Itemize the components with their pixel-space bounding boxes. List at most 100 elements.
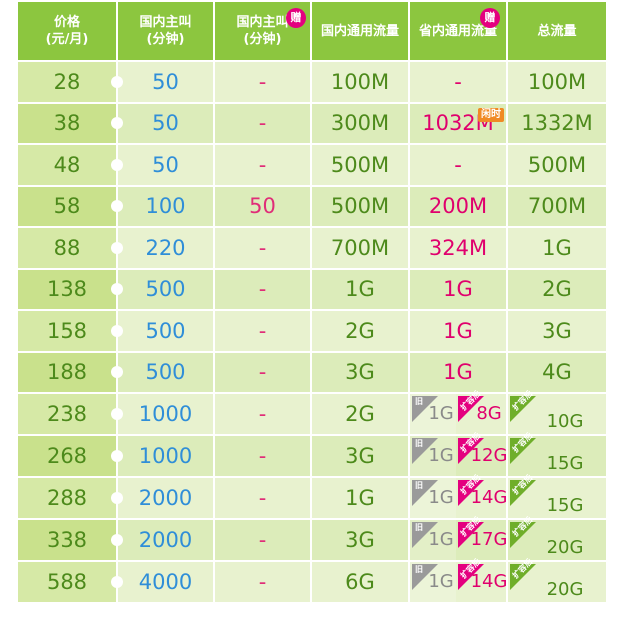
total-data-cell: 4G bbox=[506, 350, 608, 394]
old-provincial-box: 旧 1G bbox=[410, 436, 457, 476]
expanded-corner-icon bbox=[458, 522, 485, 548]
new-provincial-value: 14G bbox=[470, 571, 508, 592]
total-data-cell: 扩容后 10G bbox=[506, 389, 608, 436]
provincial-data-cell: 旧 1G 扩容后 14G bbox=[408, 473, 508, 520]
national-data-cell: 3G bbox=[310, 350, 410, 394]
provincial-data-cell: 旧 1G 扩容后 17G bbox=[408, 515, 508, 562]
national-data-cell: 3G bbox=[310, 434, 410, 478]
header-row: 价格 (元/月) 国内主叫 (分钟) 赠 国内主叫 (分钟) 国内通用流量 赠 … bbox=[16, 0, 608, 62]
provincial-value: 1G bbox=[443, 360, 473, 385]
header-line: (分钟) bbox=[146, 32, 185, 47]
bonus-minutes-cell: - bbox=[213, 101, 312, 145]
new-provincial-value: 8G bbox=[476, 403, 502, 424]
header-line: 国内主叫 bbox=[236, 15, 289, 30]
bonus-minutes-cell: - bbox=[213, 143, 312, 187]
header-provincial-data: 赠 省内通用流量 bbox=[408, 0, 508, 62]
total-data-cell: 扩容后 15G bbox=[506, 473, 608, 520]
price-cell: 588 bbox=[16, 560, 124, 604]
national-data-cell: 3G bbox=[310, 518, 410, 562]
bonus-minutes-cell: - bbox=[213, 226, 312, 270]
new-total-value: 10G bbox=[546, 411, 584, 432]
old-label: 旧 bbox=[415, 397, 423, 406]
table-row: 28 50-100M -100M bbox=[16, 60, 608, 104]
minutes-cell: 50 bbox=[116, 60, 215, 104]
provincial-value: 1G bbox=[443, 318, 473, 343]
old-provincial-value: 1G bbox=[428, 571, 454, 592]
price-cell: 288 bbox=[16, 476, 124, 520]
bonus-minutes-cell: - bbox=[213, 560, 312, 604]
idle-time-tag: 闲时 bbox=[478, 107, 504, 122]
table-row: 88 220-700M 324M 1G bbox=[16, 226, 608, 270]
minutes-cell: 100 bbox=[116, 184, 215, 228]
national-data-cell: 500M bbox=[310, 184, 410, 228]
bonus-minutes-cell: 50 bbox=[213, 184, 312, 228]
total-data-cell: 扩容后 20G bbox=[506, 515, 608, 562]
header-line: (分钟) bbox=[243, 32, 282, 47]
price-cell: 268 bbox=[16, 434, 124, 478]
new-provincial-value: 12G bbox=[470, 445, 508, 466]
expanded-corner-icon bbox=[510, 480, 536, 506]
national-data-cell: 1G bbox=[310, 267, 410, 311]
national-data-cell: 2G bbox=[310, 392, 410, 436]
new-provincial-box: 扩容后 17G bbox=[456, 515, 508, 560]
header-total-data: 总流量 bbox=[506, 0, 608, 62]
old-provincial-value: 1G bbox=[428, 529, 454, 550]
new-provincial-box: 扩容后 14G bbox=[456, 557, 508, 602]
minutes-cell: 2000 bbox=[116, 518, 215, 562]
provincial-split: 旧 1G 扩容后 14G bbox=[410, 473, 507, 518]
old-corner-icon bbox=[412, 396, 438, 422]
price-cell: 238 bbox=[16, 392, 124, 436]
national-data-cell: 500M bbox=[310, 143, 410, 187]
table-row: 338 2000-3G 旧 1G 扩容后 17G 扩容后 20G bbox=[16, 515, 608, 562]
bonus-minutes-cell: - bbox=[213, 476, 312, 520]
bonus-minutes-cell: - bbox=[213, 267, 312, 311]
old-corner-icon bbox=[412, 564, 438, 590]
provincial-data-cell: 1G bbox=[408, 267, 508, 311]
header-line: 省内通用流量 bbox=[418, 23, 497, 39]
provincial-value: - bbox=[454, 152, 462, 177]
old-corner-icon bbox=[412, 480, 438, 506]
total-data-cell: 3G bbox=[506, 309, 608, 353]
national-data-cell: 2G bbox=[310, 309, 410, 353]
bonus-minutes-cell: - bbox=[213, 392, 312, 436]
expanded-corner-icon bbox=[510, 522, 536, 548]
provincial-data-cell: 324M bbox=[408, 226, 508, 270]
provincial-data-cell: - bbox=[408, 143, 508, 187]
table-row: 38 50-300M 1032M 闲时 1332M bbox=[16, 101, 608, 145]
header-line: (元/月) bbox=[45, 32, 89, 47]
old-provincial-box: 旧 1G bbox=[410, 394, 457, 434]
minutes-cell: 2000 bbox=[116, 476, 215, 520]
header-line: 国内主叫 bbox=[139, 15, 192, 30]
price-cell: 48 bbox=[16, 143, 124, 187]
provincial-value: 1G bbox=[443, 277, 473, 302]
new-provincial-box: 扩容后 12G bbox=[456, 431, 508, 476]
provincial-split: 旧 1G 扩容后 14G bbox=[410, 557, 508, 602]
bonus-minutes-cell: - bbox=[213, 518, 312, 562]
provincial-value: - bbox=[454, 69, 462, 94]
table-row: 238 1000-2G 旧 1G 扩容后 8G 扩容后 10G bbox=[16, 389, 608, 436]
new-total-value: 15G bbox=[546, 495, 584, 516]
table-row: 268 1000-3G 旧 1G 扩容后 12G 扩容后 15G bbox=[16, 431, 608, 478]
new-total-value: 20G bbox=[546, 537, 584, 558]
minutes-cell: 220 bbox=[116, 226, 215, 270]
expanded-corner-icon bbox=[458, 480, 485, 506]
bonus-minutes-cell: - bbox=[213, 60, 312, 104]
price-cell: 28 bbox=[16, 60, 124, 104]
plan-body: 28 50-100M -100M 38 50-300M 1032M 闲时 1332M 48 50-… bbox=[16, 60, 608, 604]
provincial-value: 200M bbox=[428, 194, 488, 219]
minutes-cell: 500 bbox=[116, 309, 215, 353]
total-data-cell: 扩容后 20G bbox=[506, 557, 608, 604]
national-data-cell: 1G bbox=[310, 476, 410, 520]
expanded-corner-icon bbox=[510, 396, 536, 422]
total-data-cell: 扩容后 15G bbox=[506, 431, 608, 478]
table-row: 188 500-3G 1G 4G bbox=[16, 350, 608, 394]
provincial-split: 旧 1G 扩容后 12G bbox=[410, 431, 508, 476]
national-data-cell: 100M bbox=[310, 60, 410, 104]
national-data-cell: 300M bbox=[310, 101, 410, 145]
price-cell: 58 bbox=[16, 184, 124, 228]
price-cell: 88 bbox=[16, 226, 124, 270]
table-row: 48 50-500M -500M bbox=[16, 143, 608, 187]
expanded-corner-icon bbox=[510, 564, 536, 590]
new-total-value: 15G bbox=[546, 453, 584, 474]
new-provincial-value: 17G bbox=[470, 529, 508, 550]
